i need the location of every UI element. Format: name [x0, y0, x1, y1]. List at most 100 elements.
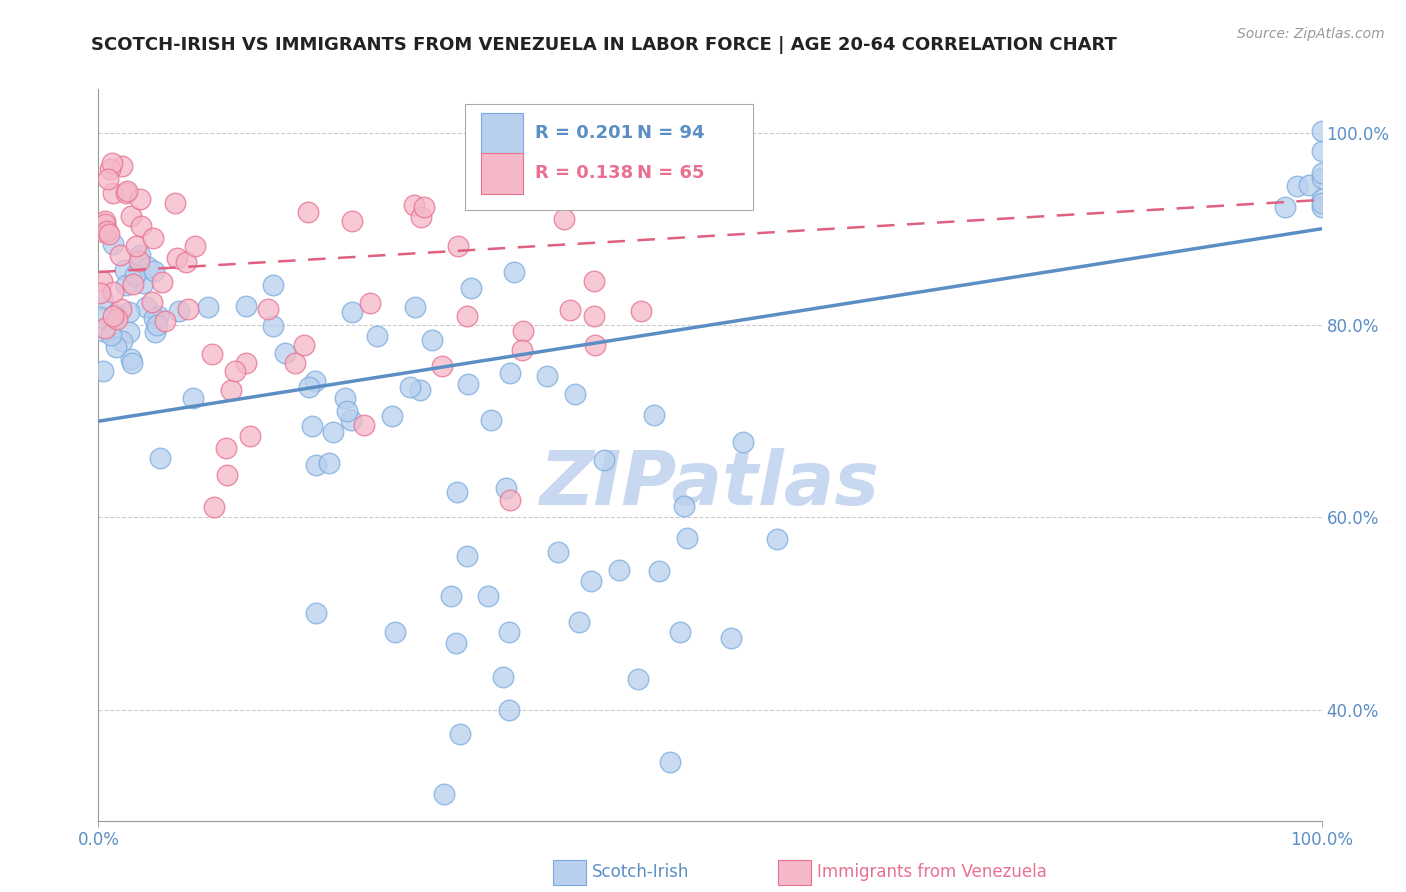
Point — [114, 262, 136, 277]
Point — [136, 260, 159, 274]
Point — [215, 467, 238, 482]
Point — [411, 211, 433, 225]
Point — [201, 347, 224, 361]
Point — [439, 589, 461, 603]
Point — [568, 615, 591, 630]
FancyBboxPatch shape — [465, 103, 752, 210]
Point — [333, 391, 356, 405]
Point — [297, 204, 319, 219]
Point — [143, 311, 166, 326]
Point — [91, 325, 114, 339]
Point — [460, 280, 482, 294]
Point — [91, 292, 114, 306]
Point — [262, 277, 284, 292]
Point — [340, 305, 363, 319]
Point — [449, 727, 471, 741]
Point — [97, 172, 120, 186]
Point — [340, 413, 363, 427]
Point — [607, 563, 630, 577]
Point — [153, 314, 176, 328]
Point — [101, 186, 124, 200]
Point — [101, 285, 124, 299]
Point — [1310, 123, 1333, 137]
Point — [766, 532, 789, 546]
Point — [197, 300, 219, 314]
Point — [402, 198, 425, 212]
Point — [135, 300, 157, 314]
Point — [118, 305, 141, 319]
Point — [477, 589, 499, 603]
Point — [124, 268, 146, 282]
Point — [536, 368, 558, 383]
Point — [177, 302, 200, 317]
Point — [131, 276, 153, 290]
Point — [94, 218, 117, 232]
Point — [165, 195, 187, 210]
Point — [284, 356, 307, 370]
Text: N = 65: N = 65 — [637, 164, 704, 182]
Point — [353, 417, 375, 432]
Point — [498, 625, 520, 640]
Point — [111, 159, 134, 173]
Point — [96, 224, 118, 238]
Point — [336, 404, 359, 418]
Point — [495, 482, 517, 496]
Point — [115, 184, 138, 198]
Point — [630, 304, 652, 318]
Point — [658, 755, 681, 769]
Point — [446, 484, 468, 499]
Point — [149, 451, 172, 466]
Point — [101, 237, 124, 252]
FancyBboxPatch shape — [481, 153, 523, 194]
Point — [125, 238, 148, 252]
Point — [366, 329, 388, 343]
Point — [553, 212, 575, 227]
Point — [305, 606, 328, 620]
Point — [498, 703, 520, 717]
Point — [111, 334, 134, 348]
Point — [183, 239, 205, 253]
Point — [166, 251, 188, 265]
Point — [479, 413, 502, 427]
Point — [115, 277, 138, 292]
Point — [456, 549, 478, 563]
Point — [150, 276, 173, 290]
Point — [676, 531, 699, 545]
Point — [648, 565, 671, 579]
Text: Immigrants from Venezuela: Immigrants from Venezuela — [817, 863, 1046, 881]
Point — [121, 277, 143, 292]
Point — [1310, 196, 1333, 211]
Point — [104, 307, 127, 321]
Point — [512, 324, 534, 338]
Text: R = 0.138: R = 0.138 — [536, 164, 633, 182]
Point — [145, 318, 167, 332]
Point — [215, 441, 238, 455]
Point — [167, 304, 190, 318]
Point — [304, 375, 326, 389]
Point — [498, 493, 520, 508]
Point — [547, 545, 569, 559]
Point — [221, 384, 243, 398]
Point — [257, 301, 280, 316]
Point — [1310, 192, 1333, 206]
Point — [359, 296, 381, 310]
Point — [101, 156, 124, 170]
Point — [492, 670, 515, 684]
Point — [583, 274, 606, 288]
Point — [627, 672, 650, 686]
Point — [399, 380, 422, 394]
Point — [224, 363, 246, 377]
Point — [120, 209, 142, 223]
Point — [129, 219, 152, 233]
Point — [581, 574, 603, 588]
Point — [1310, 166, 1333, 180]
Point — [322, 425, 344, 439]
Text: Source: ZipAtlas.com: Source: ZipAtlas.com — [1237, 27, 1385, 41]
Point — [381, 409, 404, 423]
Point — [643, 408, 665, 422]
Point — [141, 295, 163, 310]
Point — [174, 254, 197, 268]
Point — [90, 274, 112, 288]
Text: ZIPatlas: ZIPatlas — [540, 448, 880, 521]
Point — [720, 631, 742, 645]
